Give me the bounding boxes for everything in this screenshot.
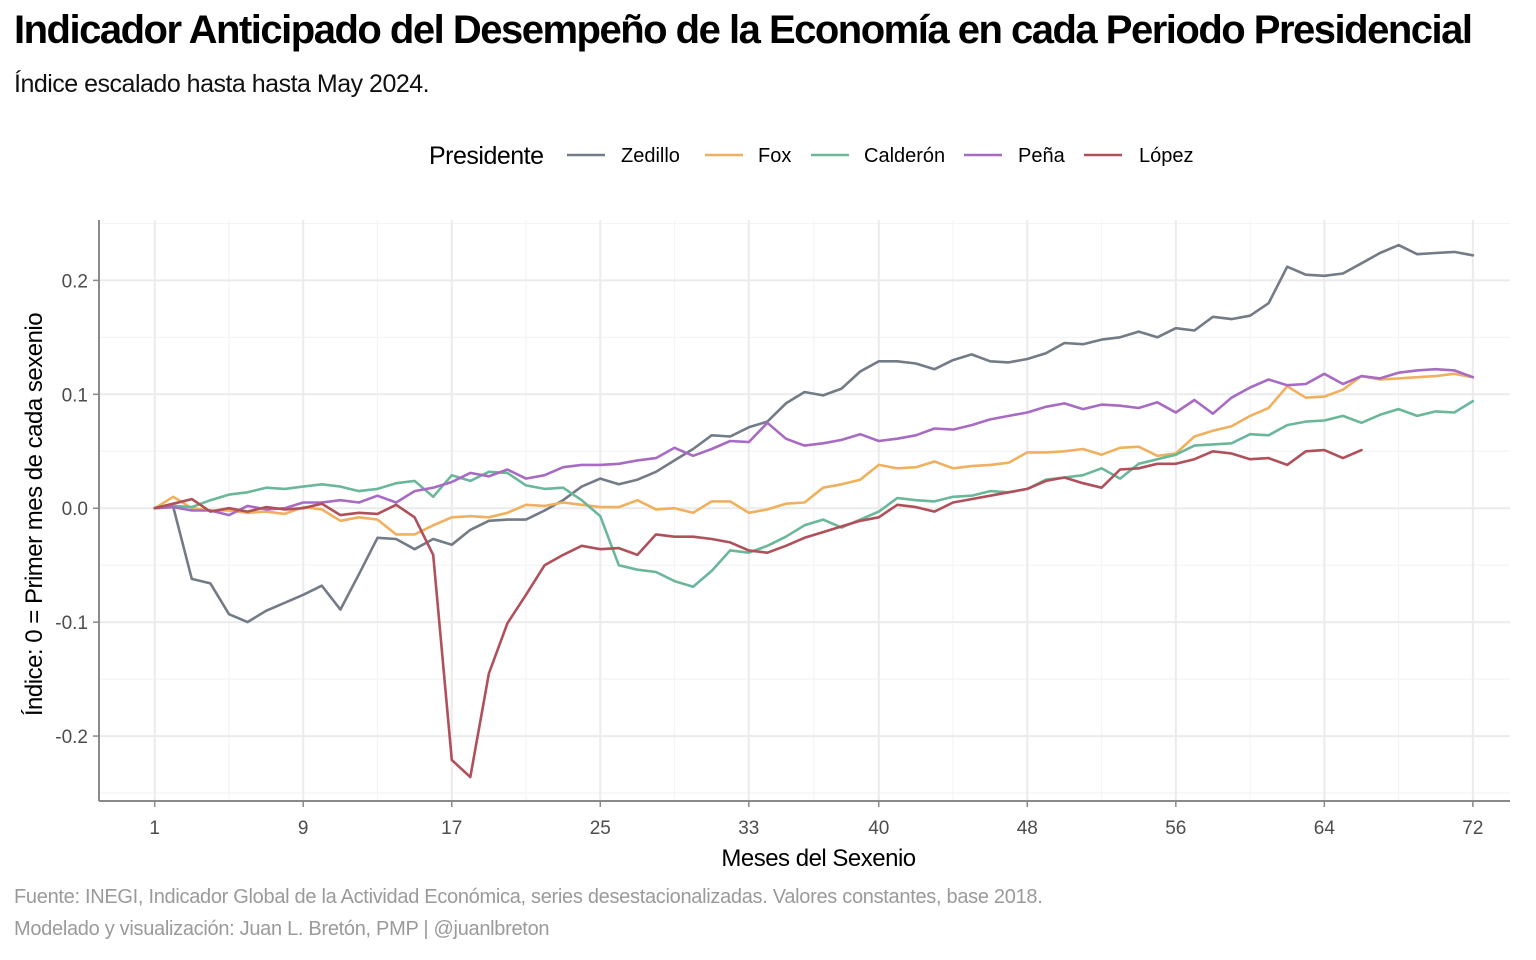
legend-title: Presidente	[429, 142, 544, 170]
series-line-fox	[153, 372, 1475, 536]
y-tick-label: -0.2	[55, 727, 88, 748]
series-line-zedillo	[153, 243, 1475, 624]
x-tick-label: 72	[1462, 818, 1483, 839]
chart-title: Indicador Anticipado del Desempeño de la…	[14, 8, 1473, 52]
x-tick-label: 17	[441, 818, 462, 839]
x-tick-label: 56	[1165, 818, 1186, 839]
series-line-calderon	[153, 399, 1475, 589]
x-tick-label: 40	[868, 818, 889, 839]
legend-label-calderon: Calderón	[864, 145, 945, 167]
legend-label-zedillo: Zedillo	[621, 145, 680, 167]
legend-label-pena: Peña	[1018, 145, 1066, 167]
caption-author: Modelado y visualización: Juan L. Bretón…	[14, 918, 550, 940]
y-axis-title: Índice: 0 = Primer mes de cada sexenio	[21, 313, 48, 716]
x-tick-label: 33	[738, 818, 759, 839]
legend-label-fox: Fox	[758, 145, 791, 167]
y-tick-label: 0.1	[62, 385, 88, 406]
series-line-pena	[153, 367, 1475, 517]
x-tick-label: 25	[590, 818, 611, 839]
caption-source: Fuente: INEGI, Indicador Global de la Ac…	[14, 886, 1043, 908]
x-tick-label: 48	[1017, 818, 1038, 839]
x-tick-label: 64	[1314, 818, 1336, 839]
legend-label-lopez: López	[1139, 145, 1194, 167]
series-line-lopez	[153, 448, 1363, 779]
y-tick-label: 0.0	[62, 499, 88, 520]
y-tick-label: 0.2	[62, 271, 88, 292]
x-axis-title: Meses del Sexenio	[721, 845, 915, 872]
y-tick-label: -0.1	[55, 613, 88, 634]
x-tick-label: 9	[298, 818, 309, 839]
chart-subtitle: Índice escalado hasta hasta May 2024.	[14, 70, 430, 98]
x-tick-label: 1	[149, 818, 160, 839]
